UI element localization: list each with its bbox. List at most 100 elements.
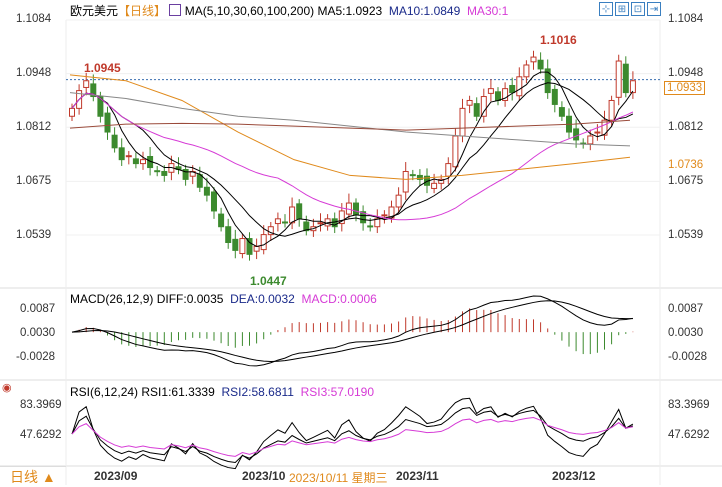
candle-up: [523, 64, 530, 78]
candle-up: [381, 214, 388, 217]
candle-down: [161, 170, 168, 176]
candle-down: [551, 88, 558, 105]
candle-up: [502, 88, 509, 101]
candle-down: [558, 107, 565, 117]
candle-down: [132, 158, 139, 165]
rsi-tick: 47.6292: [668, 429, 710, 441]
candle-up: [608, 99, 615, 121]
candle-up: [289, 206, 296, 224]
candle-down: [182, 169, 189, 180]
cursor-date: 2023/10/11 星期三: [289, 471, 388, 485]
candle-up: [480, 96, 487, 117]
candle-down: [367, 225, 374, 228]
candle-down: [331, 218, 338, 228]
candle-up: [260, 234, 267, 251]
zoom-in-button[interactable]: ⊞: [615, 2, 629, 16]
price-tick: 1.0948: [668, 67, 704, 79]
candle-down: [416, 174, 423, 180]
candle-up: [459, 107, 466, 137]
ma5-line: [71, 71, 634, 247]
candle-down: [211, 191, 217, 212]
ma10-value: MA10:1.0849: [388, 4, 461, 18]
candle-down: [203, 186, 210, 196]
ma100-line: [69, 92, 631, 147]
left-high-label: 1.0945: [84, 61, 121, 75]
candle-up: [253, 245, 260, 252]
candle-down: [473, 103, 480, 117]
candle-down: [154, 170, 161, 173]
candle-down: [218, 213, 225, 228]
candle-up: [338, 210, 345, 225]
candle-down: [118, 147, 125, 161]
candle-down: [225, 226, 232, 243]
macd-tick: 0.0087: [668, 303, 704, 315]
chart-title: 欧元美元【日线】 MA(5,10,30,60,100,200) MA5:1.09…: [70, 2, 508, 19]
candle-up: [402, 170, 409, 193]
ma-label: MA(5,10,30,60,100,200): [184, 4, 315, 18]
rsi2-line: [71, 407, 634, 464]
candle-down: [90, 83, 97, 98]
candle-down: [196, 174, 203, 188]
macd-dea: DEA:0.0032: [230, 292, 295, 306]
ma200-line: [69, 119, 631, 131]
candle-up: [83, 80, 90, 88]
settings-icon[interactable]: ◉: [2, 382, 12, 394]
candle-down: [104, 112, 111, 133]
zoom-out-button[interactable]: ⊡: [631, 2, 645, 16]
price-tick: 1.1084: [668, 13, 704, 25]
candle-down: [573, 128, 580, 141]
indicator-icon[interactable]: [169, 4, 182, 16]
candle-up: [69, 107, 75, 117]
ma10-line: [71, 82, 634, 237]
candle-up: [445, 163, 452, 177]
price-tick: 1.0812: [668, 121, 704, 133]
ma30-value: MA30:1: [466, 4, 509, 18]
ma-price-tag: 1.0736: [668, 159, 704, 171]
ma5-value: MA5:1.0923: [317, 4, 383, 18]
candle-up: [452, 135, 459, 168]
rsi-tick: 83.3969: [20, 399, 62, 411]
candle-up: [317, 222, 324, 225]
crosshair-button[interactable]: ⊹: [599, 2, 613, 16]
candle-up: [487, 88, 494, 94]
price-tick: 1.0675: [668, 175, 704, 187]
candle-up: [629, 80, 636, 94]
period-button[interactable]: 日线 ▲: [0, 466, 66, 485]
last-price-tag: 1.0933: [664, 81, 706, 95]
candle-up: [587, 135, 594, 145]
rsi1-value: RSI1:61.3339: [141, 385, 215, 399]
candle-down: [353, 202, 359, 216]
price-tick: 1.0539: [668, 229, 704, 241]
rsi-legend: RSI(6,12,24) RSI1:61.3339 RSI2:58.6811 R…: [70, 385, 374, 399]
date-tick: 2023/10: [242, 469, 286, 483]
macd-tick: 0.0030: [668, 327, 704, 339]
price-tick: 1.0812: [16, 121, 52, 133]
candle-up: [239, 238, 246, 255]
candle-up: [438, 178, 445, 184]
candle-up: [395, 194, 402, 208]
candle-down: [544, 68, 551, 94]
candle-down: [232, 238, 239, 251]
macd-tick: 0.0087: [20, 303, 56, 315]
macd-legend: MACD(26,12,9) DIFF:0.0035 DEA:0.0032 MAC…: [70, 292, 377, 306]
rsi-tick: 83.3969: [668, 399, 710, 411]
date-tick: 2023/12: [552, 469, 596, 483]
period-label: 【日线】: [118, 4, 167, 18]
candle-down: [495, 91, 501, 101]
macd-tick: -0.0028: [668, 351, 708, 363]
candle-down: [282, 221, 288, 224]
candle-up: [516, 76, 523, 97]
macd-value: MACD:0.0006: [301, 292, 377, 306]
candle-down: [537, 59, 544, 70]
toolbar: ⊹ ⊞ ⊡ ⇥: [597, 1, 661, 16]
ma30-line: [71, 92, 634, 221]
macd-tick: 0.0030: [20, 327, 56, 339]
candle-up: [274, 218, 281, 225]
scroll-right-button[interactable]: ⇥: [647, 2, 661, 16]
date-tick: 2023/09: [94, 469, 138, 483]
candle-down: [360, 211, 367, 224]
candle-down: [246, 238, 253, 255]
rsi2-value: RSI2:58.6811: [221, 385, 294, 399]
candle-up: [601, 119, 608, 136]
